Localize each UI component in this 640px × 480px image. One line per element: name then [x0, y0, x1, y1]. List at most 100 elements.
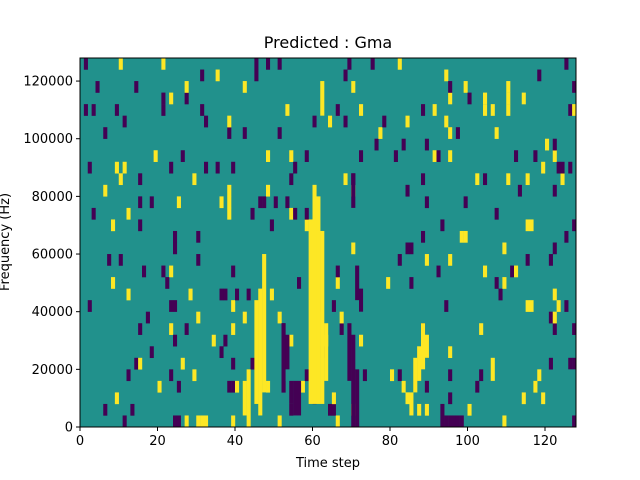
heatmap-speckle [463, 196, 468, 209]
heatmap-speckle [161, 104, 166, 116]
heatmap-cell [452, 415, 457, 427]
heatmap-speckle [335, 277, 340, 289]
heatmap-cell [455, 415, 460, 427]
heatmap-speckle [184, 415, 189, 428]
heatmap-speckle [533, 380, 538, 393]
heatmap-speckle [525, 254, 530, 266]
heatmap-speckle [529, 219, 534, 232]
heatmap-cell [316, 196, 321, 404]
heatmap-speckle [304, 150, 309, 162]
heatmap-speckle [204, 161, 209, 174]
heatmap-speckle [572, 104, 577, 116]
y-tick-label: 40000 [32, 305, 73, 320]
y-tick-label: 120000 [23, 75, 73, 90]
heatmap-speckle [517, 184, 522, 197]
heatmap-speckle [529, 300, 534, 312]
heatmap-speckle [479, 323, 484, 335]
heatmap-cell [254, 300, 259, 404]
heatmap-speckle [483, 265, 488, 278]
heatmap-speckle [351, 81, 356, 93]
heatmap-speckle [521, 392, 526, 405]
heatmap-speckle [173, 242, 178, 255]
heatmap-cell [176, 415, 181, 427]
heatmap-speckle [506, 92, 511, 105]
heatmap-speckle [362, 369, 367, 382]
heatmap-speckle [436, 150, 441, 162]
heatmap-speckle [266, 184, 271, 197]
heatmap-speckle [180, 150, 185, 162]
heatmap-speckle [235, 288, 240, 301]
y-axis: 0 20000 40000 60000 80000 100000 120000 [23, 75, 80, 436]
heatmap-cell [308, 219, 313, 404]
heatmap-speckle [467, 92, 472, 105]
heatmap-speckle [223, 288, 228, 301]
heatmap-cell [355, 265, 360, 301]
heatmap-speckle [347, 58, 352, 70]
heatmap-speckle [467, 403, 472, 416]
heatmap-speckle [475, 173, 480, 186]
heatmap-speckle [502, 415, 507, 428]
heatmap-speckle [335, 104, 340, 116]
heatmap-cell [440, 403, 445, 427]
heatmap-speckle [568, 161, 573, 174]
y-axis-label: Frequency (Hz) [0, 193, 13, 291]
heatmap-speckle [103, 127, 108, 139]
heatmap-speckle [227, 196, 232, 209]
heatmap-speckle [455, 127, 460, 139]
heatmap-speckle [138, 357, 143, 370]
heatmap-cell [572, 415, 577, 427]
heatmap-speckle [211, 334, 216, 347]
heatmap-speckle [328, 115, 333, 128]
heatmap-cell [351, 334, 356, 427]
heatmap-speckle [126, 288, 131, 301]
heatmap-speckle [242, 127, 247, 139]
heatmap-speckle [277, 127, 282, 139]
heatmap-speckle [335, 415, 340, 428]
heatmap-speckle [91, 207, 96, 220]
heatmap-cell [289, 380, 294, 404]
heatmap-cell [490, 357, 495, 381]
heatmap-speckle [448, 254, 453, 266]
heatmap-speckle [277, 415, 282, 428]
heatmap-cell [448, 415, 453, 427]
heatmap-speckle [556, 300, 561, 312]
heatmap-speckle [266, 58, 271, 70]
heatmap-speckle [390, 369, 395, 382]
heatmap-speckle [339, 311, 344, 324]
heatmap-speckle [200, 69, 205, 82]
heatmap-speckle [250, 357, 255, 370]
heatmap-speckle [173, 300, 178, 312]
heatmap-speckle [525, 173, 530, 186]
heatmap-cell [347, 323, 352, 381]
heatmap-speckle [572, 81, 577, 93]
y-tick-label: 80000 [32, 190, 73, 205]
heatmap-speckle [393, 150, 398, 162]
heatmap-speckle [331, 403, 336, 416]
heatmap-speckle [331, 300, 336, 312]
x-tick-label: 20 [149, 434, 166, 449]
y-tick-label: 60000 [32, 248, 73, 263]
heatmap-speckle [552, 150, 557, 162]
heatmap-speckle [254, 58, 259, 70]
heatmap-speckle [564, 58, 569, 70]
heatmap-speckle [91, 104, 96, 116]
heatmap-speckle [83, 58, 88, 70]
heatmap-speckle [215, 161, 220, 174]
heatmap-speckle [289, 173, 294, 186]
heatmap-speckle [448, 127, 453, 139]
heatmap-speckle [111, 277, 116, 289]
heatmap-speckle [103, 184, 108, 197]
x-tick-label: 40 [227, 434, 244, 449]
heatmap-speckle [494, 277, 499, 289]
heatmap-speckle [494, 127, 499, 139]
heatmap-cell [320, 81, 325, 116]
heatmap-speckle [118, 254, 123, 266]
heatmap-speckle [231, 300, 236, 312]
heatmap-speckle [448, 346, 453, 359]
heatmap-cell [297, 380, 302, 416]
heatmap-speckle [266, 380, 271, 393]
heatmap-speckle [448, 369, 453, 382]
heatmap-speckle [572, 219, 577, 232]
heatmap-speckle [196, 415, 201, 428]
